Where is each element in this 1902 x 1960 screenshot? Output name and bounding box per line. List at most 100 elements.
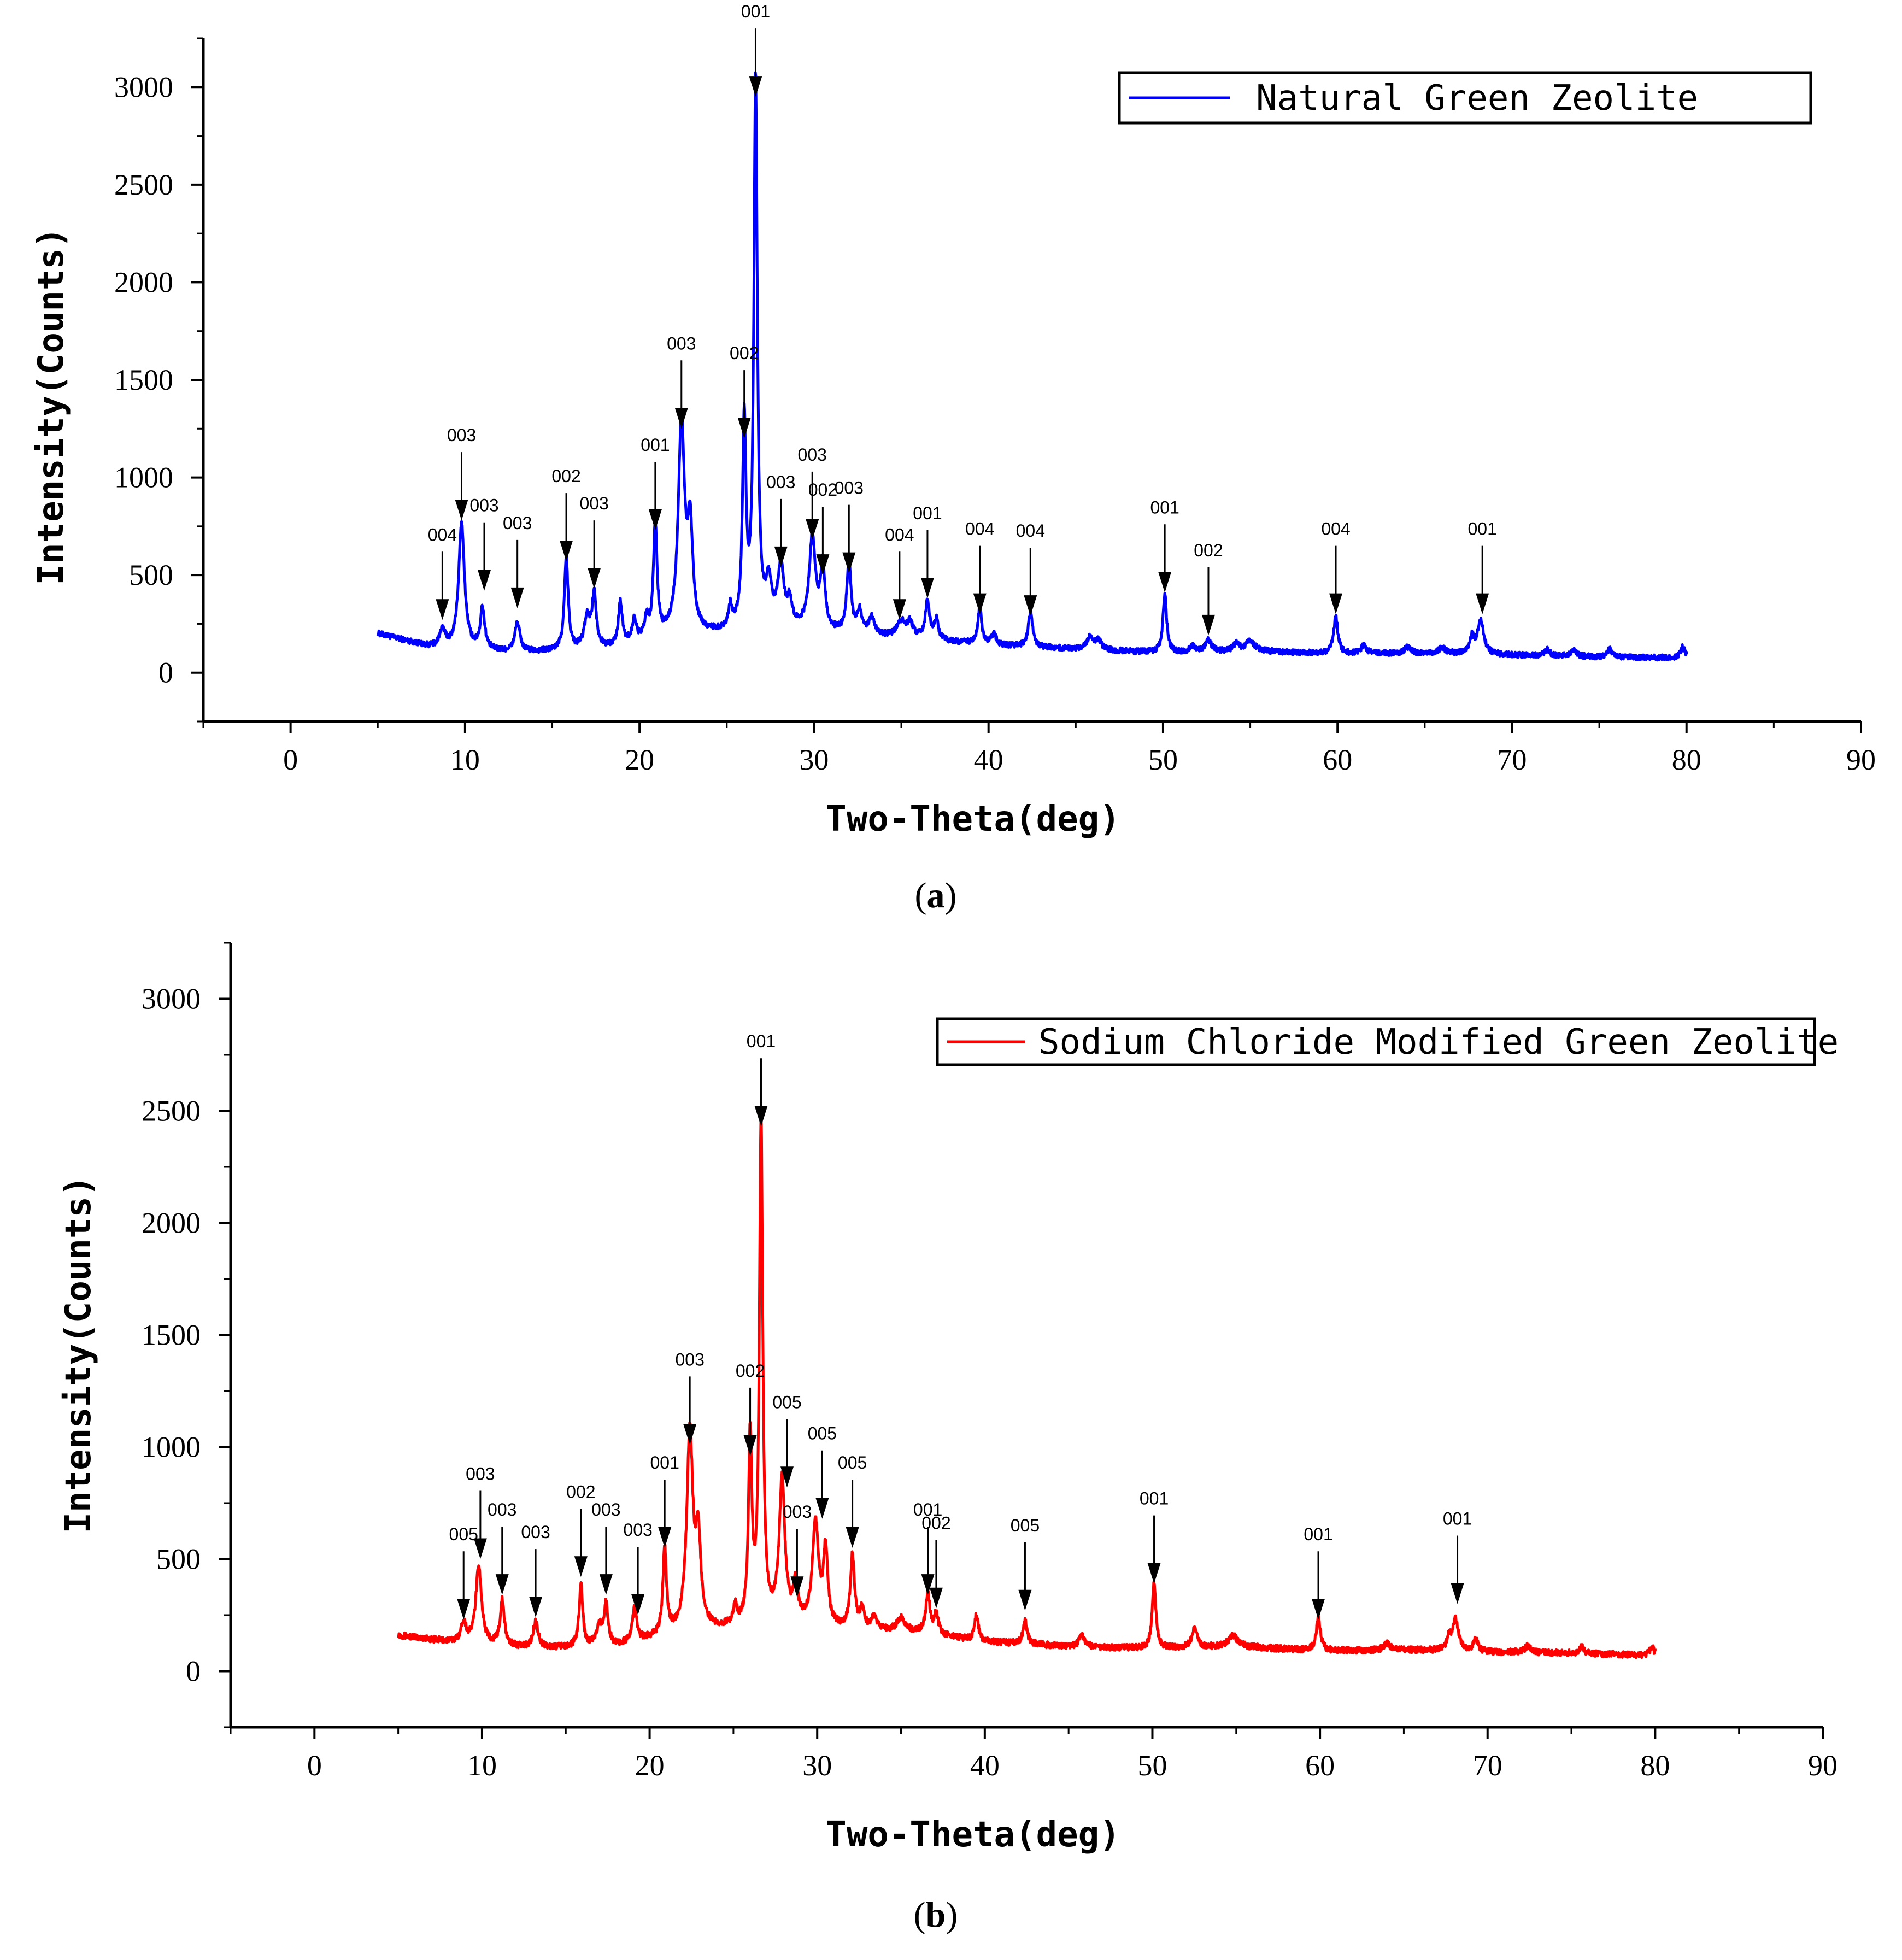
x-tick-label: 90	[1808, 1749, 1838, 1782]
annotation-arrow-head	[457, 1599, 471, 1620]
peak-annotation: 005	[772, 1392, 802, 1488]
caption-letter-a: a	[927, 876, 945, 916]
peak-annotation: 002	[1194, 541, 1223, 636]
annotation-arrow-head	[1201, 614, 1215, 636]
peak-annotation: 004	[428, 525, 457, 620]
annotation-arrow-head	[842, 552, 856, 573]
y-tick-label: 2000	[114, 266, 173, 298]
x-tick-label: 80	[1640, 1749, 1670, 1782]
peak-annotation: 002	[566, 1482, 596, 1577]
y-tick-label: 3000	[142, 983, 201, 1016]
x-tick-label: 40	[970, 1749, 1000, 1782]
annotation-label: 001	[913, 1500, 942, 1519]
annotation-arrow-head	[495, 1574, 509, 1595]
annotation-label: 003	[521, 1522, 550, 1542]
annotation-arrow-head	[749, 76, 762, 97]
x-tick-label: 40	[974, 743, 1003, 776]
annotation-arrow-head	[510, 587, 524, 608]
annotation-label: 002	[1194, 541, 1223, 560]
peak-annotation: 003	[503, 513, 532, 608]
peak-annotation: 003	[783, 1502, 812, 1598]
annotation-label: 003	[675, 1349, 704, 1369]
annotation-arrow-head	[588, 568, 601, 589]
annotation-arrow-head	[973, 593, 987, 614]
annotation-label: 003	[488, 1500, 516, 1519]
x-tick-label: 60	[1323, 743, 1352, 776]
peak-annotation: 003	[488, 1500, 516, 1595]
annotation-arrow-head	[574, 1556, 588, 1577]
annotation-arrow-head	[806, 519, 819, 540]
peak-annotation: 003	[591, 1500, 621, 1595]
x-tick-label: 50	[1148, 743, 1178, 776]
x-tick-label: 30	[802, 1749, 832, 1782]
annotation-label: 001	[641, 435, 670, 455]
peak-annotation: 001	[1150, 497, 1179, 593]
x-axis-title-a: Two-Theta(deg)	[825, 799, 1120, 840]
annotation-label: 001	[1150, 497, 1179, 517]
annotation-label: 001	[1140, 1489, 1169, 1509]
annotation-arrow-head	[737, 418, 751, 439]
annotation-arrow-head	[1024, 595, 1037, 617]
annotation-arrow-head	[921, 1574, 935, 1595]
x-tick-label: 50	[1137, 1749, 1167, 1782]
annotation-arrow-head	[674, 408, 688, 429]
annotation-arrow-head	[893, 599, 906, 620]
annotation-arrow-head	[790, 1576, 804, 1598]
annotation-label: 003	[798, 445, 827, 465]
annotation-label: 003	[466, 1464, 495, 1484]
peak-annotation: 002	[736, 1361, 765, 1456]
peak-annotation: 001	[741, 2, 770, 97]
caption-letter-b: b	[926, 1895, 946, 1935]
peak-annotation: 005	[838, 1453, 867, 1548]
annotation-arrow-head	[1018, 1589, 1032, 1611]
annotation-arrow-head	[780, 1466, 794, 1488]
annotation-label: 001	[741, 2, 770, 21]
annotation-label: 003	[469, 496, 498, 515]
annotation-label: 003	[835, 478, 864, 498]
y-tick-label: 1000	[114, 461, 173, 494]
annotation-arrow-head	[658, 1527, 672, 1548]
annotation-label: 003	[503, 513, 532, 533]
annotation-label: 003	[591, 1500, 620, 1519]
annotation-arrow-head	[815, 1498, 829, 1519]
annotation-arrow-head	[631, 1594, 645, 1615]
annotation-label: 003	[579, 494, 608, 513]
peak-annotation: 004	[965, 519, 994, 614]
annotation-arrow-head	[683, 1424, 697, 1445]
annotation-arrow-head	[478, 570, 491, 591]
annotation-label: 004	[428, 525, 457, 544]
peak-annotation: 003	[623, 1520, 653, 1615]
annotation-arrow-head	[1158, 572, 1172, 593]
peak-annotation: 002	[808, 480, 837, 576]
legend-label-b: Sodium Chloride Modified Green Zeolite	[1038, 1022, 1839, 1063]
peak-annotation: 003	[766, 472, 795, 567]
peak-annotation: 001	[650, 1453, 679, 1548]
annotation-arrow-head	[648, 509, 662, 530]
annotation-label: 005	[838, 1453, 867, 1472]
peak-annotation: 001	[1443, 1509, 1472, 1604]
y-tick-label: 2500	[142, 1095, 201, 1128]
y-tick-label: 0	[158, 656, 173, 689]
x-tick-label: 0	[307, 1749, 322, 1782]
annotation-arrow-head	[920, 578, 934, 598]
x-tick-label: 30	[799, 743, 829, 776]
peak-annotation: 002	[921, 1513, 951, 1609]
peak-annotation: 001	[913, 1500, 942, 1595]
annotation-label: 004	[885, 525, 914, 544]
peak-annotation: 005	[808, 1424, 837, 1519]
x-tick-label: 0	[283, 743, 298, 776]
y-tick-label: 3000	[114, 71, 173, 103]
peak-annotation: 003	[447, 425, 476, 521]
annotation-label: 002	[808, 480, 837, 500]
annotation-label: 001	[1468, 519, 1497, 539]
x-tick-label: 10	[450, 743, 480, 776]
x-tick-label: 80	[1672, 743, 1701, 776]
x-tick-label: 20	[625, 743, 654, 776]
peak-annotation: 003	[798, 445, 827, 540]
annotation-arrow-head	[455, 500, 468, 521]
annotation-arrow-head	[560, 541, 573, 562]
marks-b: 0050030030030020030030010030020010050030…	[397, 1031, 1657, 1659]
annotation-label: 003	[623, 1520, 652, 1540]
annotation-label: 003	[447, 425, 476, 445]
